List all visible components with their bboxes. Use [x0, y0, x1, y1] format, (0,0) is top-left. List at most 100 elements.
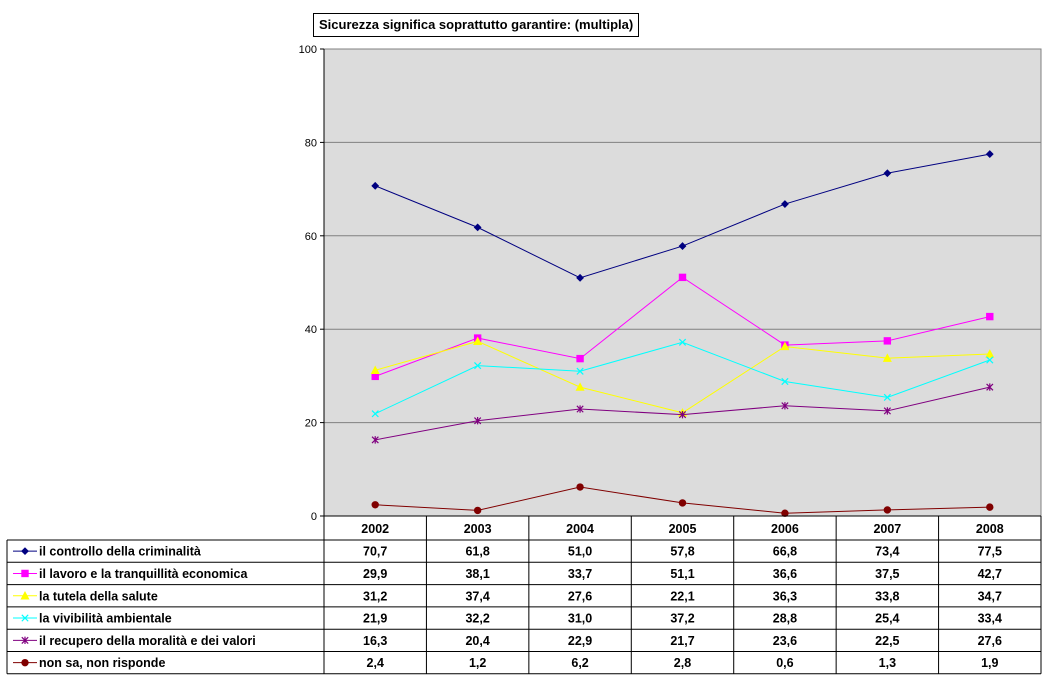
data-point [474, 417, 482, 425]
legend-key [13, 614, 37, 622]
y-tick-label: 0 [311, 511, 317, 523]
data-point [371, 436, 379, 444]
legend-marker [21, 569, 29, 578]
data-value: 21,7 [670, 634, 694, 648]
plot-area [324, 49, 1041, 516]
data-value: 36,6 [773, 567, 797, 581]
data-value: 37,4 [465, 589, 489, 603]
data-point [780, 341, 790, 351]
data-value: 51,0 [568, 545, 592, 559]
legend-key [13, 658, 37, 667]
data-point [576, 483, 584, 491]
series-name: non sa, non risponde [39, 656, 165, 670]
data-value: 32,2 [465, 612, 489, 626]
gridlines [323, 48, 1042, 517]
data-value: 34,7 [978, 589, 1002, 603]
legend-key [13, 636, 37, 645]
data-value: 23,6 [773, 634, 797, 648]
series-4 [371, 338, 994, 418]
data-point [576, 405, 584, 413]
data-value: 70,7 [363, 545, 387, 559]
legend-key [13, 569, 37, 578]
data-point [575, 382, 585, 391]
legend-key [13, 547, 37, 556]
category-label: 2008 [976, 522, 1004, 536]
chart-title: Sicurezza significa soprattutto garantir… [313, 13, 640, 37]
data-value: 42,7 [978, 567, 1002, 581]
data-table: 2002 2003 2004 2005 2006 2007 2008 il controllo… [6, 515, 1042, 675]
data-value: 2,4 [367, 656, 384, 670]
data-value: 16,3 [363, 634, 387, 648]
legend-marker [21, 547, 29, 556]
data-point [986, 383, 994, 391]
data-value: 1,2 [469, 656, 486, 670]
category-label: 2003 [464, 522, 492, 536]
data-value: 33,8 [875, 589, 899, 603]
data-point [883, 337, 892, 345]
data-value: 61,8 [465, 545, 489, 559]
y-tick-label: 20 [305, 418, 317, 430]
data-value: 20,4 [465, 634, 489, 648]
data-value: 6,2 [571, 656, 588, 670]
data-value: 22,9 [568, 634, 592, 648]
category-label: 2002 [361, 522, 389, 536]
data-value: 37,2 [670, 612, 694, 626]
data-point [576, 273, 584, 282]
data-point [678, 338, 687, 346]
data-point [883, 407, 891, 415]
data-point [371, 181, 380, 190]
legend-marker [20, 590, 30, 600]
legend-key [13, 590, 37, 600]
data-point [678, 273, 687, 282]
series-6 [371, 483, 994, 517]
data-point [781, 402, 789, 410]
data-value: 57,8 [670, 545, 694, 559]
data-value: 22,5 [875, 634, 899, 648]
series-name: il lavoro e la tranquillità economica [39, 567, 248, 581]
data-point [473, 336, 483, 346]
series-name: il recupero della moralità e dei valori [39, 634, 256, 648]
legend-marker [21, 636, 29, 645]
data-value: 33,7 [568, 567, 592, 581]
data-point [781, 509, 789, 517]
y-tick-label: 100 [299, 44, 317, 56]
data-point [371, 372, 379, 381]
data-value: 66,8 [773, 545, 797, 559]
data-point [576, 354, 584, 363]
data-value: 31,2 [363, 589, 387, 603]
data-point [473, 223, 482, 232]
data-value: 37,5 [875, 567, 899, 581]
data-point [883, 506, 892, 514]
series-name: la tutela della salute [39, 589, 158, 603]
y-tick-label: 80 [305, 137, 317, 149]
y-axis-ticks: 0 20 40 60 80 100 [299, 44, 324, 523]
data-point [474, 362, 482, 370]
data-value: 25,4 [875, 612, 899, 626]
data-value: 29,9 [363, 567, 387, 581]
data-value: 27,6 [568, 589, 592, 603]
data-point [678, 410, 687, 419]
data-point [883, 169, 892, 178]
data-value: 51,1 [670, 567, 694, 581]
data-point [576, 367, 584, 375]
data-value: 2,8 [674, 656, 691, 670]
series-lines [370, 150, 995, 517]
data-value: 77,5 [978, 545, 1002, 559]
category-label: 2005 [669, 522, 697, 536]
data-point [986, 356, 994, 364]
category-label: 2006 [771, 522, 799, 536]
data-point [985, 150, 994, 158]
data-value: 1,3 [879, 656, 896, 670]
data-value: 73,4 [875, 545, 899, 559]
y-tick-label: 40 [305, 324, 317, 336]
data-point [883, 393, 891, 402]
data-point [985, 349, 995, 358]
data-point [678, 499, 687, 507]
data-point [370, 365, 380, 374]
data-point [781, 200, 789, 208]
series-name: la vivibilità ambientale [39, 612, 172, 626]
category-label: 2004 [566, 522, 594, 536]
data-value: 28,8 [773, 612, 797, 626]
data-value: 27,6 [978, 634, 1002, 648]
